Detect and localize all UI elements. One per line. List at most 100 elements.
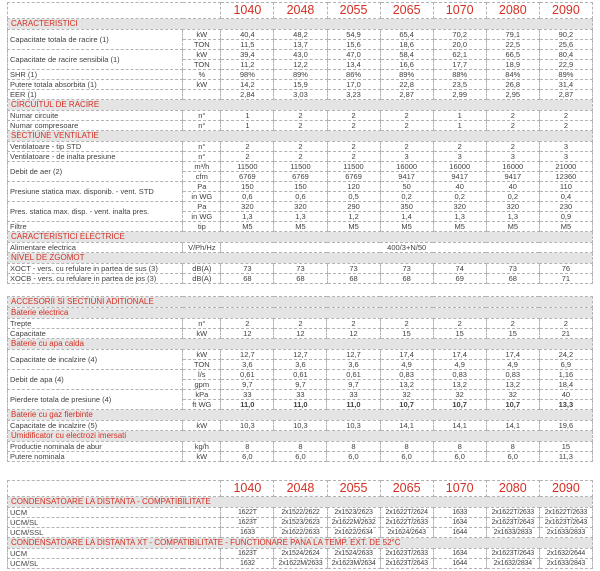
table-row: Presiune statica max. disponib. - vent. … (6, 181, 594, 202)
cell-value: 2x1633/2843 (538, 558, 594, 569)
row-unit (182, 89, 222, 100)
cell-value: 320 (220, 201, 275, 212)
cell-value: 0,61 (220, 369, 275, 380)
column-header-2065: 2065 (379, 480, 434, 497)
cell-value: 25,6 (538, 39, 594, 50)
section-header-row: Baterie cu gaz fierbinte (7, 409, 593, 421)
cell-value: 54,9 (326, 29, 381, 40)
cell-value: 3,6 (220, 359, 275, 370)
table-row: Capacitate de incalzire (4) kW 12,7 12,7 12,… (6, 349, 594, 370)
cell-value: 2 (432, 141, 487, 152)
cell-value: 2 (220, 318, 275, 329)
row-unit: Pa (182, 201, 222, 212)
cell-value: M5 (326, 221, 381, 232)
cell-value: 39,4 (220, 49, 275, 60)
cell-value: 1632 (220, 558, 275, 569)
cell-value: 4,9 (485, 359, 540, 370)
cell-value: 22,9 (538, 59, 594, 70)
cell-value: 150 (220, 181, 275, 192)
column-header-2080: 2080 (485, 2, 540, 19)
cell-value: 11,0 (273, 399, 328, 410)
section-header-label: ACCESORII SI SECTIUNI ADITIONALE (7, 296, 593, 308)
cell-value: 10,3 (273, 420, 328, 431)
cell-value: 12,7 (273, 349, 328, 360)
table-row: EER (1) 2,84 3,03 3,23 2,87 2,99 2,95 2,87 (6, 89, 594, 100)
cell-value: 150 (273, 181, 328, 192)
cell-value: 2x1523/2623 (326, 507, 381, 518)
cell-value: 21 (538, 328, 594, 339)
cell-value: 2 (485, 110, 540, 121)
cell-value: 13,3 (538, 399, 594, 410)
cell-value: 2 (326, 110, 381, 121)
cell-value: 2 (485, 120, 540, 131)
cell-value: 88% (432, 69, 487, 80)
cell-value: 1644 (432, 558, 487, 569)
cell-value: 230 (538, 201, 594, 212)
column-header-row: 1040 2048 2055 2065 1070 2080 2090 (6, 2, 594, 19)
cell-value: 16000 (432, 161, 487, 172)
cell-value: 16000 (379, 161, 434, 172)
cell-value: 2 (273, 151, 328, 162)
row-label: EER (1) (6, 89, 184, 100)
cell-value: 13,2 (379, 379, 434, 390)
table-row: Numar compresoare n° 1 2 2 2 1 2 2 (6, 120, 594, 131)
cell-value: M5 (220, 221, 275, 232)
cell-value: 2x1624/2643 (379, 527, 434, 538)
cell-value: 0,6 (273, 191, 328, 202)
row-unit: V/Ph/Hz (182, 242, 222, 253)
row-unit: kW (182, 328, 222, 339)
row-unit: Pa (182, 181, 222, 192)
cell-value: 15 (379, 328, 434, 339)
cell-value: 1622T (220, 507, 275, 518)
cell-value: 58,4 (379, 49, 434, 60)
cell-value: 0,61 (326, 369, 381, 380)
cell-value: 2,95 (485, 89, 540, 100)
cell-value: 32 (485, 389, 540, 400)
table-row: Debit de apa (4) l/s 0,61 0,61 0,61 0,83 0,83 0… (6, 369, 594, 390)
cell-value: 0,6 (220, 191, 275, 202)
row-label: Numar compresoare (6, 120, 184, 131)
cell-value: 48,2 (273, 29, 328, 40)
cell-value: 6,0 (432, 451, 487, 462)
cell-value: 2x1632/2644 (538, 548, 594, 559)
row-label: UCM (6, 507, 222, 518)
cell-value: 2,87 (379, 89, 434, 100)
cell-value: 2x1523/2623 (273, 517, 328, 528)
table-row: Ventilatoare - de inalta presiune n° 2 2 2 3 3… (6, 151, 594, 162)
section-header-row: NIVEL DE ZGOMOT (7, 252, 593, 264)
row-label: Capacitate totala de racire (1) (6, 29, 184, 50)
column-header-2065: 2065 (379, 2, 434, 19)
table-row: SHR (1)% 98% 89% 86% 89% 88% 84% 89% (6, 69, 594, 80)
row-label: Numar circuite (6, 110, 184, 121)
row-label: Putere totala absorbita (1) (6, 79, 184, 90)
section-header-label: Baterie cu gaz fierbinte (7, 409, 593, 421)
cell-value: 2 (273, 110, 328, 121)
cell-value: 16,6 (379, 59, 434, 70)
row-unit: ft WG (182, 399, 222, 410)
cell-value: 23,5 (432, 79, 487, 90)
section-header-label: Umidificator cu electrozi imersati (7, 430, 593, 442)
cell-value: 2x1633/2833 (485, 527, 540, 538)
cell-value: 4,9 (379, 359, 434, 370)
section-header-label: Baterie cu apa calda (7, 338, 593, 350)
cell-value: 16000 (485, 161, 540, 172)
cell-value: 11,0 (220, 399, 275, 410)
table-row: TON 3,6 3,6 3,6 4,9 4,9 4,9 6,9 (8, 359, 594, 370)
cell-value: 1,3 (432, 211, 487, 222)
cell-value: 6769 (326, 171, 381, 182)
cell-value: 320 (432, 201, 487, 212)
column-header-1070: 1070 (432, 2, 487, 19)
cell-value: 3 (432, 151, 487, 162)
row-label: Presiune statica max. disponib. - vent. … (6, 181, 184, 202)
cell-value: 2x1622T/2624 (379, 507, 434, 518)
table-row: Trepte n° 2 2 2 2 2 2 2 (6, 318, 594, 329)
cell-value: 1,16 (538, 369, 594, 380)
cell-value: 120 (326, 181, 381, 192)
cell-value: 1,2 (326, 211, 381, 222)
table-row: Ventilatoare - tip STD n° 2 2 2 2 2 2 3 (6, 141, 594, 152)
column-header-row: 1040 2048 2055 2065 1070 2080 2090 (6, 480, 594, 497)
cell-value: 6,0 (485, 451, 540, 462)
cell-value: 2x1622T/2633 (485, 507, 540, 518)
cell-value: 6,0 (379, 451, 434, 462)
cell-value: 68 (326, 273, 381, 284)
